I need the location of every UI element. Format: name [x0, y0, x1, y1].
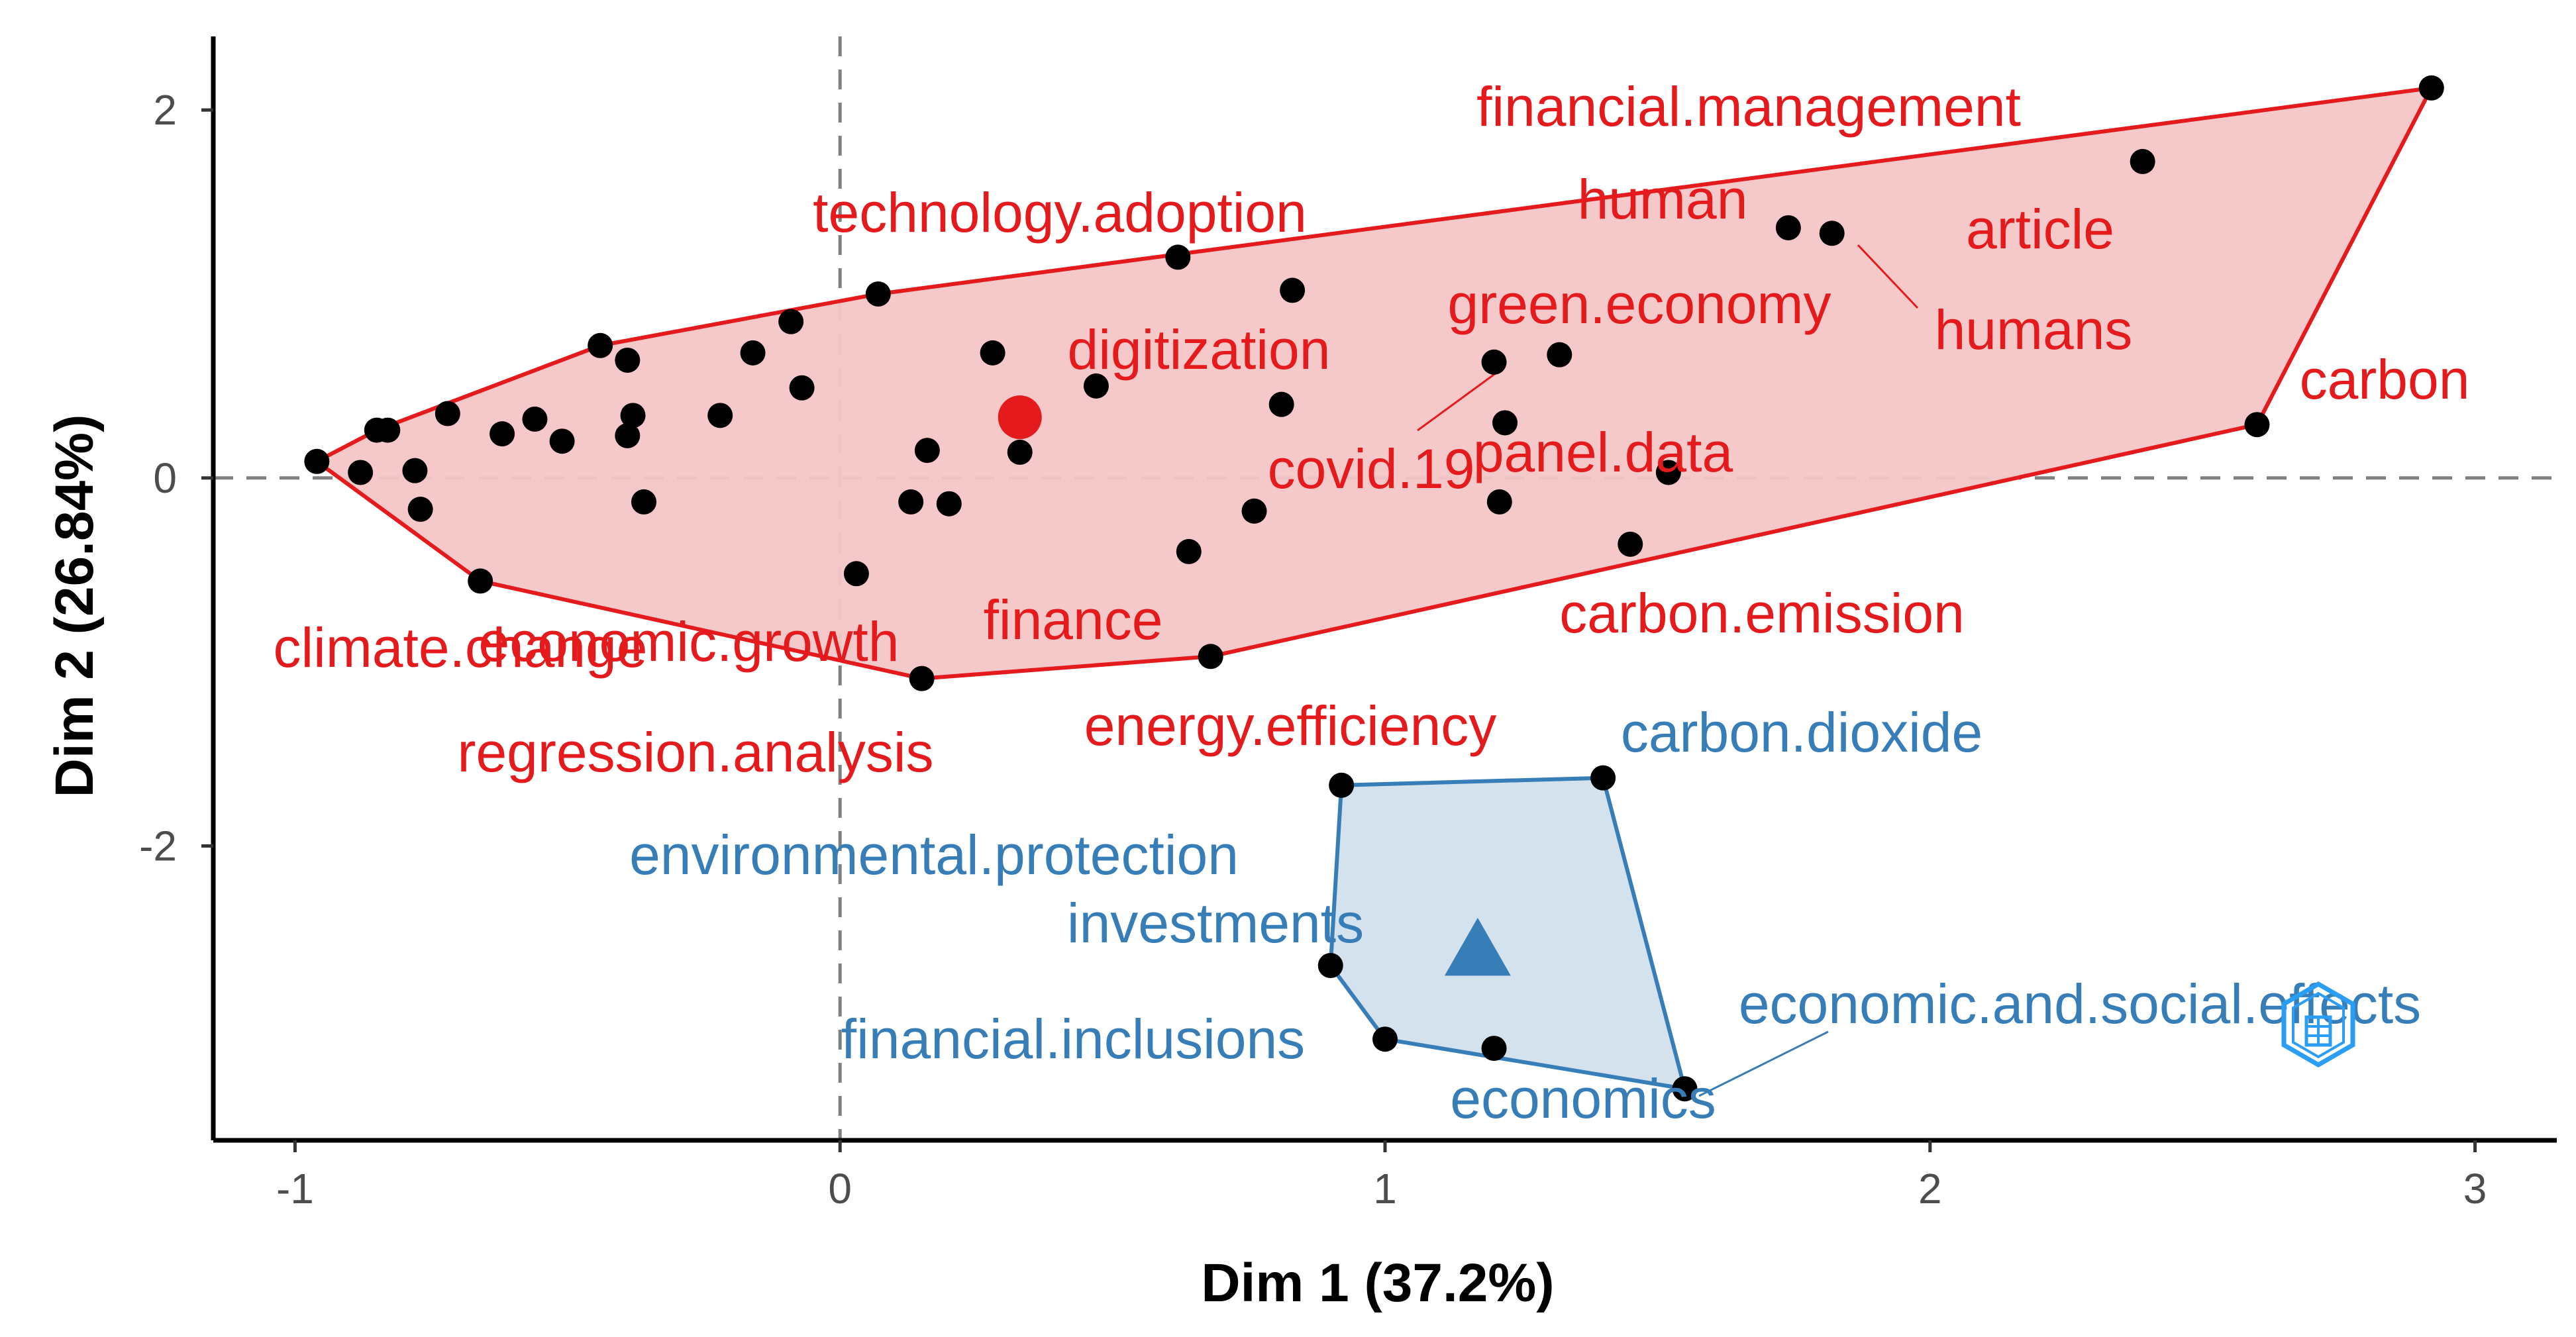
cluster-1-label-15: energy.efficiency: [1084, 695, 1497, 757]
cluster-1-point-37: [1486, 489, 1512, 515]
cluster-1-point-35: [1280, 277, 1306, 303]
cluster-1-point-6: [407, 497, 433, 522]
cluster-1-point-21: [843, 561, 869, 587]
cluster-2-label-1: carbon.dioxide: [1621, 701, 1983, 764]
cluster-2-point-1: [1329, 772, 1355, 798]
cluster-1-point-27: [980, 340, 1005, 366]
cluster-1-point-22: [865, 281, 891, 307]
x-tick-label-1: -1: [276, 1165, 314, 1213]
cluster-1-point-34: [1268, 391, 1294, 417]
cluster-1-label-12: carbon.emission: [1559, 582, 1965, 644]
cluster-2-label-3: investments: [1067, 892, 1364, 954]
cluster-2-hull: [1328, 775, 1687, 1091]
cluster-1-point-41: [1655, 460, 1681, 485]
cluster-1-label-14: economic.growth: [479, 611, 900, 673]
cluster-1-point-12: [588, 332, 613, 358]
cluster-1-point-23: [898, 489, 924, 515]
cluster-1-point-15: [620, 403, 646, 428]
cluster-2-point-3: [1317, 953, 1343, 979]
x-tick-label-5: 3: [2463, 1165, 2487, 1213]
x-tick-label-2: 0: [828, 1165, 852, 1213]
cluster-2-leader-5: [1698, 1030, 1829, 1097]
cluster-1-point-16: [631, 489, 657, 515]
cluster-1-point-8: [468, 568, 493, 594]
cluster-1-point-20: [789, 375, 815, 401]
cluster-1-label-13: climate.change: [274, 617, 648, 679]
cluster-1-label-3: article: [1966, 198, 2114, 260]
cluster-1-point-31: [1176, 538, 1202, 564]
y-axis-title: Dim 2 (26.84%): [44, 415, 105, 798]
cluster-1-label-6: humans: [1935, 299, 2133, 361]
y-tick-label-2: 0: [153, 454, 177, 502]
cluster-2-point-5: [1481, 1036, 1507, 1062]
cluster-1-label-7: digitization: [1068, 319, 1331, 381]
cluster-1-point-45: [2244, 412, 2270, 438]
y-tick-label-1: -2: [139, 822, 177, 869]
cluster-1-label-11: finance: [984, 589, 1163, 651]
cluster-1-point-14: [615, 422, 641, 448]
cluster-1-point-4: [375, 417, 401, 443]
cluster-1-point-25: [914, 438, 940, 464]
cluster-1-point-9: [489, 421, 515, 447]
cluster-1-point-2: [348, 460, 374, 485]
cluster-2-centroid: [1444, 917, 1511, 976]
cluster-1-point-11: [549, 428, 575, 454]
cluster-1-hull: [315, 85, 2434, 681]
cluster-1-point-38: [1492, 410, 1518, 436]
cluster-1-point-29: [1083, 373, 1109, 399]
cluster-1-point-5: [402, 458, 428, 483]
cluster-1-label-2: human: [1578, 168, 1748, 230]
cluster-1-label-4: technology.adoption: [813, 181, 1307, 244]
cluster-1-point-13: [615, 347, 641, 373]
cluster-1-point-24: [909, 666, 935, 691]
x-axis-title: Dim 1 (37.2%): [1201, 1253, 1554, 1313]
y-tick-label-3: 2: [153, 86, 177, 134]
cluster-1-point-39: [1547, 342, 1572, 368]
cluster-1-point-44: [2130, 148, 2155, 174]
cluster-2-label-2: environmental.protection: [629, 824, 1239, 886]
cluster-1-label-9: covid.19: [1268, 438, 1475, 500]
cluster-1-point-19: [778, 309, 804, 334]
cluster-1-point-32: [1198, 644, 1223, 669]
cluster-2-point-6: [1672, 1076, 1698, 1102]
cluster-2-label-6: economics: [1450, 1067, 1716, 1130]
cluster-1-point-42: [1775, 215, 1801, 240]
cluster-1-point-43: [1819, 221, 1845, 246]
cluster-2-point-4: [1372, 1026, 1398, 1052]
cluster-1-point-46: [2418, 75, 2444, 101]
cluster-1-leader-6: [1857, 244, 1919, 309]
cluster-1-point-36: [1481, 349, 1507, 375]
cluster-1-centroid: [998, 395, 1042, 440]
cluster-1-label-5: green.economy: [1447, 273, 1831, 335]
cluster-1-point-18: [740, 340, 766, 366]
cluster-1-label-8: carbon: [2300, 348, 2470, 411]
cluster-2-label-4: financial.inclusions: [841, 1008, 1305, 1070]
cluster-1-leader-9: [1417, 366, 1504, 432]
cluster-1-point-28: [1007, 439, 1033, 465]
cluster-1-label-16: regression.analysis: [457, 721, 933, 783]
cluster-1-label-1: financial.management: [1476, 75, 2021, 138]
cluster-1-point-10: [522, 406, 548, 432]
cluster-1-point-17: [707, 403, 733, 428]
cluster-1-point-1: [304, 448, 330, 474]
cluster-1-label-10: panel.data: [1473, 421, 1733, 483]
cluster-1-point-7: [435, 401, 460, 426]
cluster-1-point-33: [1241, 498, 1267, 524]
cluster-2-point-2: [1590, 765, 1616, 791]
watermark-logo: [2281, 981, 2355, 1068]
cluster-1-point-40: [1618, 531, 1643, 557]
cluster-1-point-30: [1165, 244, 1191, 270]
x-tick-label-3: 1: [1373, 1165, 1397, 1213]
cluster-1-point-26: [936, 491, 962, 517]
x-tick-label-4: 2: [1918, 1165, 1942, 1213]
